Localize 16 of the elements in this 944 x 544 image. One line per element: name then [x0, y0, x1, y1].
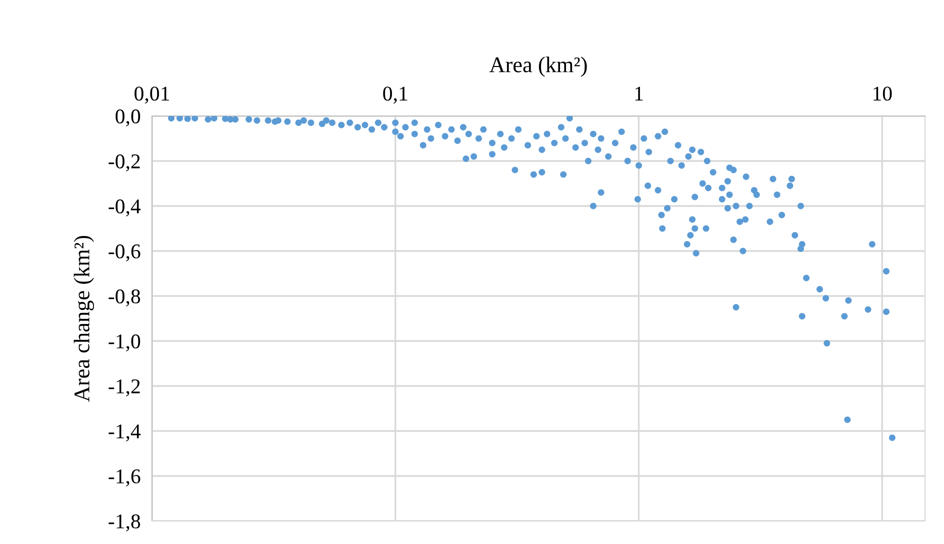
y-axis-title: Area change (km²) [74, 236, 94, 402]
x-tick-label: 10 [874, 86, 892, 101]
y-tick-label: -1,4 [108, 424, 141, 442]
y-tick-label: -1,2 [108, 379, 140, 396]
y-tick-label: 0,0 [116, 109, 140, 126]
y-tick-label: -1,6 [108, 469, 140, 486]
x-tick-label: 0,1 [383, 86, 408, 104]
y-tick-label: -1,0 [108, 334, 140, 352]
y-tick-label: -0,4 [108, 199, 141, 216]
x-axis-title: Area (km²) [489, 56, 587, 77]
x-tick-label: 0,01 [134, 86, 169, 104]
y-tick-label: -0,8 [108, 289, 140, 306]
x-tick-label: 1 [635, 86, 643, 100]
y-tick-label: -0,6 [108, 244, 140, 262]
y-tick-label: -1,8 [108, 514, 140, 532]
y-tick-label: -0,2 [108, 154, 140, 172]
